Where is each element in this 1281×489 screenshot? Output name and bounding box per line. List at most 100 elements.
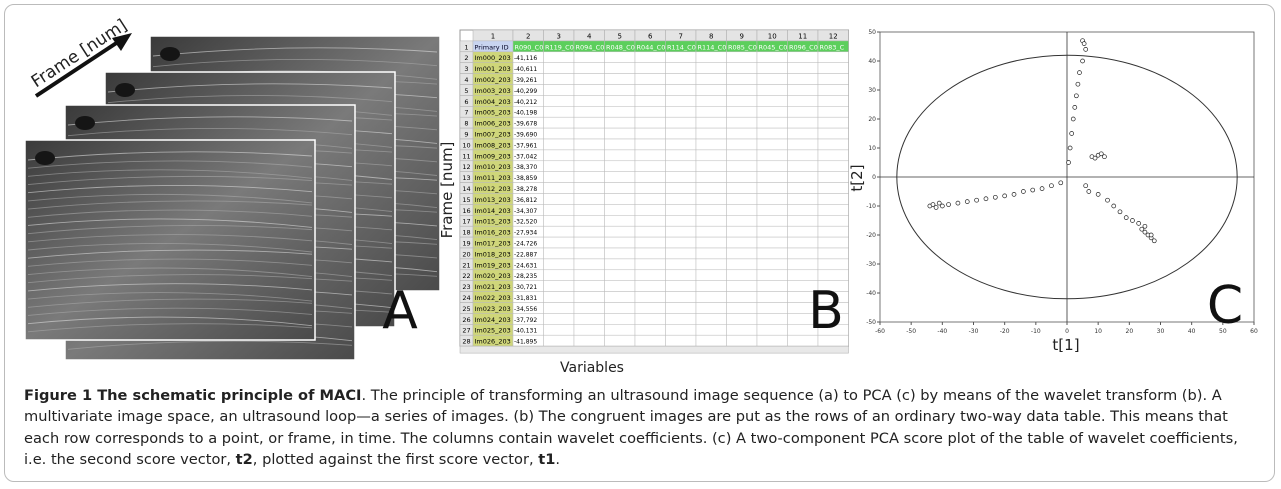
col-number: 8 [709,32,713,40]
streak [27,175,313,185]
cell [756,215,788,227]
score-point [1066,160,1071,165]
header-cell: R045_C0 [759,43,788,51]
row-number: 14 [462,185,470,193]
cell [726,116,758,129]
streak [27,307,313,316]
col-number: 4 [587,32,592,40]
row-number: 21 [462,261,470,269]
row-id: Im022_203 [475,294,511,302]
row-number: 27 [462,327,470,335]
streak [27,274,313,284]
cell [665,247,697,260]
score-point [930,202,936,207]
cell [756,193,788,205]
panel-a [24,35,441,361]
streak [27,323,313,333]
score-point [1083,183,1089,189]
cell [695,291,727,303]
cell [695,247,727,260]
cell [543,138,575,151]
cell [665,313,697,325]
cell [634,62,666,74]
cell [604,127,636,140]
row-id: Im009_203 [475,152,511,160]
cell-value: -34,307 [514,208,537,215]
cell [695,116,727,129]
cell [573,127,605,140]
cell [756,116,788,129]
score-point [1136,221,1142,226]
cell [665,324,697,336]
row-id: Im004_203 [475,98,511,106]
streak [67,340,353,350]
cell [787,258,819,271]
cell [695,138,727,151]
cell [665,193,697,205]
cell [604,204,636,216]
cell [634,182,666,194]
cell [756,73,788,85]
cell [604,258,636,271]
cell [543,51,575,63]
cell [573,138,605,151]
cell [573,204,605,216]
cell [787,73,819,85]
cell [665,280,697,292]
cell [665,116,697,129]
cell [726,160,758,172]
cell [665,149,697,162]
row-number: 25 [462,305,470,313]
y-tick-label: 20 [868,116,876,123]
score-point [1151,238,1157,244]
cell [543,73,575,85]
x-tick-label: 30 [1157,328,1165,335]
cell [634,225,666,238]
cell [634,258,666,271]
cell [543,258,575,271]
row-number: 8 [464,120,468,128]
row-number: 19 [462,240,470,248]
cell [665,215,697,227]
y-tick-label: 40 [868,58,876,65]
score-point [1117,209,1123,215]
cell [787,160,819,172]
cell [787,106,819,118]
cell [787,51,819,63]
cell [665,138,697,151]
caption-title: Figure 1 The schematic principle of MACI [24,387,362,404]
row-id: Im024_203 [475,316,511,324]
cell-value: -38,370 [514,164,537,171]
cell-value: -40,299 [514,88,537,95]
cell [634,269,666,281]
caption: Figure 1 The schematic principle of MACI… [24,385,1256,470]
cell [573,215,605,227]
cell [543,182,575,194]
x-tick-label: -20 [1000,328,1010,335]
cell [756,225,788,238]
streak [27,209,313,218]
cell [634,291,666,303]
cell [756,51,788,63]
cell [695,73,727,85]
vessel [35,151,55,165]
streak [67,116,353,126]
col-number: 2 [526,32,530,40]
cell [573,84,605,96]
vessel [115,83,135,97]
cell [573,334,605,347]
cell [695,269,727,281]
score-point [946,202,951,207]
x-tick-label: 50 [1219,328,1227,335]
score-point [1092,155,1098,161]
cell [604,313,636,325]
cell [665,84,697,96]
vessel [75,116,95,130]
header-cell: R114_C0 [698,43,727,51]
cell [726,106,758,118]
streak [27,316,313,327]
cell [634,149,666,162]
figure: Frame [num] A 1 2 3 4 5 6 7 8 9 10 11 1212345678910… [24,16,1258,376]
cell [573,62,605,74]
row-id: Im000_203 [475,54,511,62]
